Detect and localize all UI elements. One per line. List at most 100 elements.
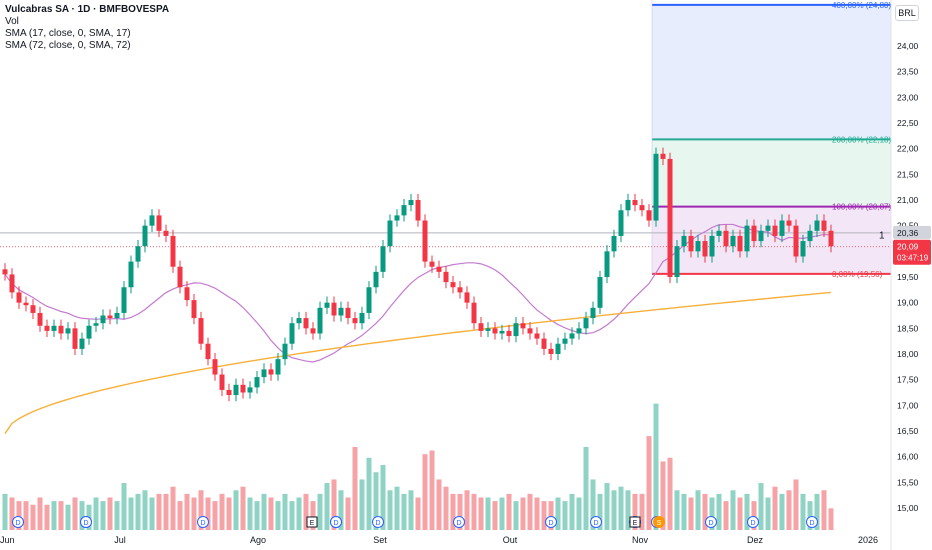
scale-marker: 1	[879, 231, 885, 242]
x-tick-label: Out	[503, 535, 518, 545]
volume-bar	[716, 493, 722, 530]
candle-body	[478, 323, 484, 331]
volume-bar	[772, 486, 778, 530]
volume-bar	[597, 493, 603, 530]
volume-bar	[100, 501, 106, 530]
y-tick-label: 15,50	[897, 477, 919, 487]
currency-button[interactable]: BRL	[895, 5, 919, 21]
candle-body	[758, 230, 764, 242]
candle-body	[485, 328, 491, 331]
volume-bar	[51, 501, 57, 530]
volume-bar	[786, 490, 792, 530]
volume-bar	[2, 493, 8, 530]
candle-body	[324, 302, 330, 308]
dividend-marker	[372, 516, 384, 528]
volume-bar	[688, 497, 694, 530]
volume-bar	[268, 497, 274, 530]
dividend-marker	[806, 516, 818, 528]
candle-body	[387, 220, 393, 247]
candle-body	[408, 200, 414, 206]
volume-bar	[37, 497, 43, 530]
volume-bar	[254, 501, 260, 530]
volume-bar	[16, 501, 22, 530]
candle-body	[709, 235, 715, 257]
indicator-sma-17[interactable]: SMA (17, close, 0, SMA, 17)	[5, 28, 131, 39]
price-axis-bg	[891, 0, 932, 550]
y-tick-label: 16,50	[897, 426, 919, 436]
y-tick-label: 24,00	[897, 41, 919, 51]
volume-bar	[373, 472, 379, 530]
y-tick-label: 20,50	[897, 221, 919, 231]
candle-body	[373, 271, 379, 288]
candle-body	[233, 384, 239, 396]
volume-bar	[289, 501, 295, 530]
volume-bar	[191, 497, 197, 530]
y-tick-label: 22,00	[897, 144, 919, 154]
y-tick-label: 16,00	[897, 452, 919, 462]
volume-bar	[205, 497, 211, 530]
candle-body	[471, 302, 477, 324]
volume-bar	[730, 490, 736, 530]
price-badge-text: 20,36	[897, 228, 919, 238]
candle-body	[492, 328, 498, 334]
candle-body	[632, 200, 638, 206]
candle-body	[275, 359, 281, 375]
volume-bar	[233, 490, 239, 530]
volume-bar	[352, 446, 358, 530]
volume-bar	[415, 497, 421, 530]
volume-bar	[625, 490, 631, 530]
volume-bar	[380, 465, 386, 530]
candle-body	[240, 384, 246, 393]
dividend-marker	[747, 516, 759, 528]
volume-bar	[793, 479, 799, 530]
indicator-volume[interactable]: Vol	[5, 16, 19, 27]
volume-bar	[576, 497, 582, 530]
volume-bar	[429, 450, 435, 530]
x-tick-label: Set	[373, 535, 387, 545]
event-marker-d: D	[80, 516, 92, 528]
candle-body	[65, 328, 71, 334]
volume-bar	[331, 479, 337, 530]
earnings-marker	[306, 516, 318, 528]
candle-body	[604, 251, 610, 277]
volume-bar	[30, 504, 36, 530]
fib-level-label: 100,00% (20,87)	[832, 203, 891, 212]
candle-body	[93, 323, 99, 326]
candle-body	[51, 325, 57, 331]
volume-bar	[723, 501, 729, 530]
candle-body	[534, 333, 540, 339]
volume-bar	[9, 497, 15, 530]
volume-bar	[65, 504, 71, 530]
event-marker-letter: D	[15, 520, 20, 527]
volume-bar	[72, 497, 78, 530]
volume-bar	[646, 436, 652, 530]
candle-body	[177, 266, 183, 288]
candle-body	[737, 235, 743, 252]
symbol-title[interactable]: Vulcabras SA · 1D · BMFBOVESPA	[5, 4, 170, 15]
candle-body	[156, 215, 162, 231]
volume-bar	[485, 497, 491, 530]
volume-bar	[555, 497, 561, 530]
fib-zone-2	[652, 206, 891, 274]
indicator-sma-72[interactable]: SMA (72, close, 0, SMA, 72)	[5, 40, 131, 51]
dividend-marker	[590, 516, 602, 528]
candle-body	[72, 328, 78, 349]
volume-bar	[408, 490, 414, 530]
candle-body	[807, 230, 813, 242]
event-marker-e: E	[629, 516, 641, 528]
volume-bar	[492, 501, 498, 530]
candle-body	[37, 312, 43, 326]
candle-body	[401, 205, 407, 216]
y-tick-label: 19,00	[897, 298, 919, 308]
volume-bar	[177, 501, 183, 530]
candle-body	[618, 210, 624, 236]
candle-body	[674, 246, 680, 277]
candle-body	[331, 302, 337, 316]
dividend-marker	[705, 516, 717, 528]
volume-bar	[338, 490, 344, 530]
event-marker-letter: S	[657, 520, 662, 527]
candle-body	[44, 325, 50, 331]
volume-bar	[135, 493, 141, 530]
